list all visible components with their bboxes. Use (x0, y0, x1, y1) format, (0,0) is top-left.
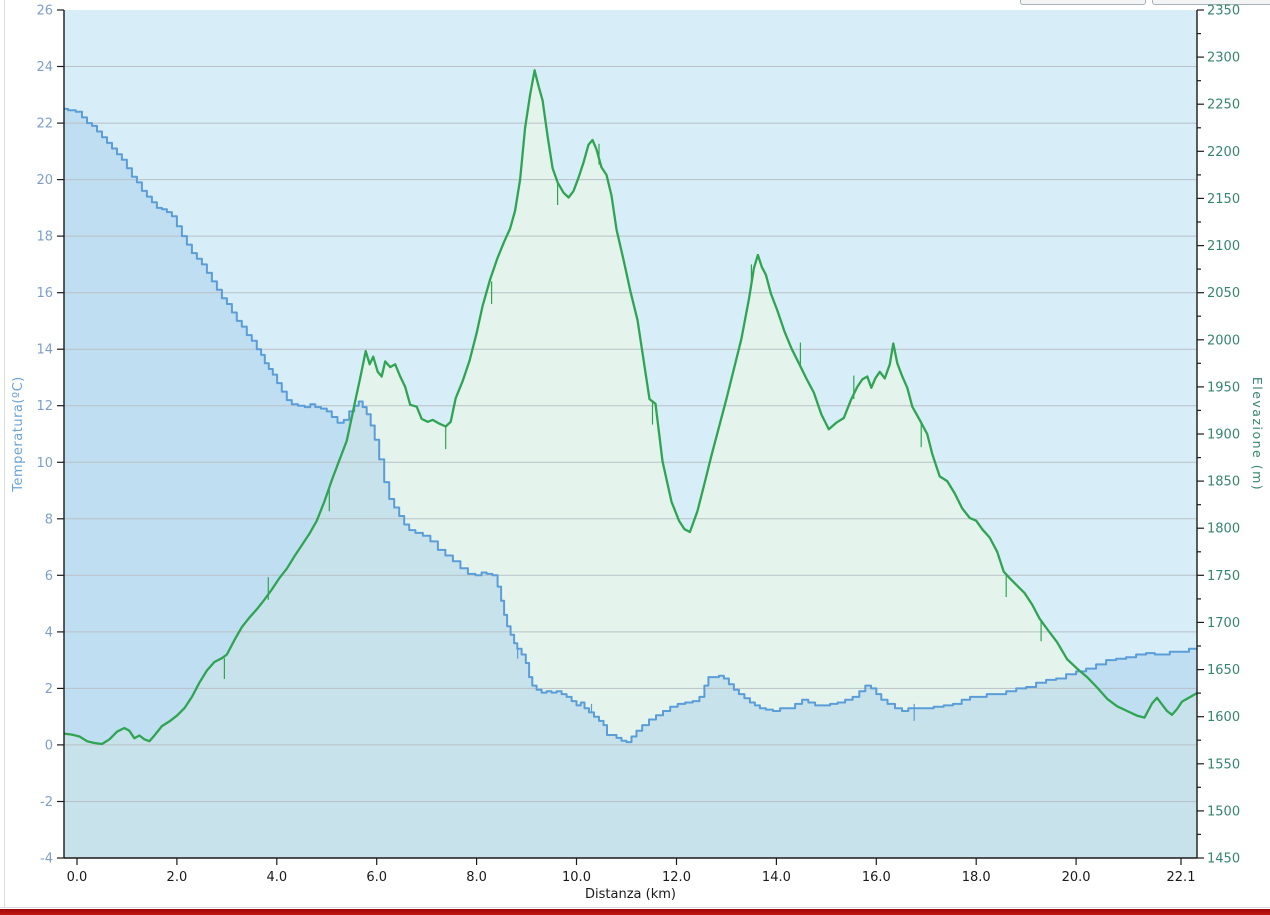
left-tick-label: 2 (45, 682, 53, 697)
x-tick-label: 0.0 (67, 870, 88, 885)
left-axis-title: Temperatura(ºC) (11, 376, 26, 492)
right-tick-label: 2100 (1207, 239, 1240, 254)
right-tick-label: 1850 (1207, 475, 1240, 490)
x-tick-label: 2.0 (167, 870, 188, 885)
right-tick-label: 1550 (1207, 757, 1240, 772)
x-tick-label: 16.0 (862, 870, 891, 885)
left-tick-label: 8 (45, 512, 53, 527)
x-tick-label: 12.0 (662, 870, 691, 885)
left-tick-label: 0 (45, 738, 53, 753)
right-tick-label: 2050 (1207, 286, 1240, 301)
right-tick-label: 1500 (1207, 804, 1240, 819)
left-tick-label: 6 (45, 569, 53, 584)
right-tick-label: 1950 (1207, 380, 1240, 395)
left-tick-label: 20 (36, 173, 53, 188)
right-tick-label: 2250 (1207, 98, 1240, 113)
temperature-area (64, 108, 1197, 858)
elevation-area (64, 70, 1197, 859)
x-tick-label: 22.1 (1167, 870, 1196, 885)
x-axis-title: Distanza (km) (585, 887, 676, 902)
left-tick-label: 4 (45, 625, 53, 640)
x-tick-label: 20.0 (1062, 870, 1091, 885)
left-tick-label: 12 (36, 399, 53, 414)
left-tick-label: 16 (36, 286, 53, 301)
bottom-red-bar (0, 909, 1270, 915)
right-tick-label: 2150 (1207, 192, 1240, 207)
temperature-line (64, 107, 1197, 744)
right-tick-label: 2000 (1207, 333, 1240, 348)
left-tick-label: 26 (36, 4, 53, 19)
right-tick-label: 2300 (1207, 51, 1240, 66)
x-tick-label: 18.0 (962, 870, 991, 885)
right-tick-label: 2350 (1207, 4, 1240, 19)
panel-edge-divider (4, 0, 5, 907)
x-tick-label: 10.0 (562, 870, 591, 885)
right-tick-label: 1650 (1207, 663, 1240, 678)
right-axis-title: Elevazione (m) (1250, 377, 1265, 491)
left-tick-label: 24 (36, 60, 53, 75)
right-tick-label: 1700 (1207, 616, 1240, 631)
right-tick-label: 1450 (1207, 852, 1240, 867)
right-tick-label: 1900 (1207, 428, 1240, 443)
top-toolbar-button-partial-1[interactable] (1020, 0, 1146, 5)
x-tick-label: 14.0 (762, 870, 791, 885)
top-toolbar-button-partial-2[interactable] (1152, 0, 1270, 5)
left-tick-label: 14 (36, 343, 53, 358)
left-tick-label: 22 (36, 117, 53, 132)
x-tick-label: 4.0 (266, 870, 287, 885)
elevation-line (63, 69, 1198, 746)
left-tick-label: -2 (40, 795, 53, 810)
x-tick-label: 8.0 (466, 870, 487, 885)
left-tick-label: -4 (40, 852, 53, 867)
left-tick-label: 18 (36, 230, 53, 245)
right-tick-label: 1600 (1207, 710, 1240, 725)
bottom-separator (0, 907, 1270, 908)
right-tick-label: 1750 (1207, 569, 1240, 584)
left-tick-label: 10 (36, 456, 53, 471)
right-tick-label: 1800 (1207, 522, 1240, 537)
right-tick-label: 2200 (1207, 145, 1240, 160)
x-tick-label: 6.0 (366, 870, 387, 885)
